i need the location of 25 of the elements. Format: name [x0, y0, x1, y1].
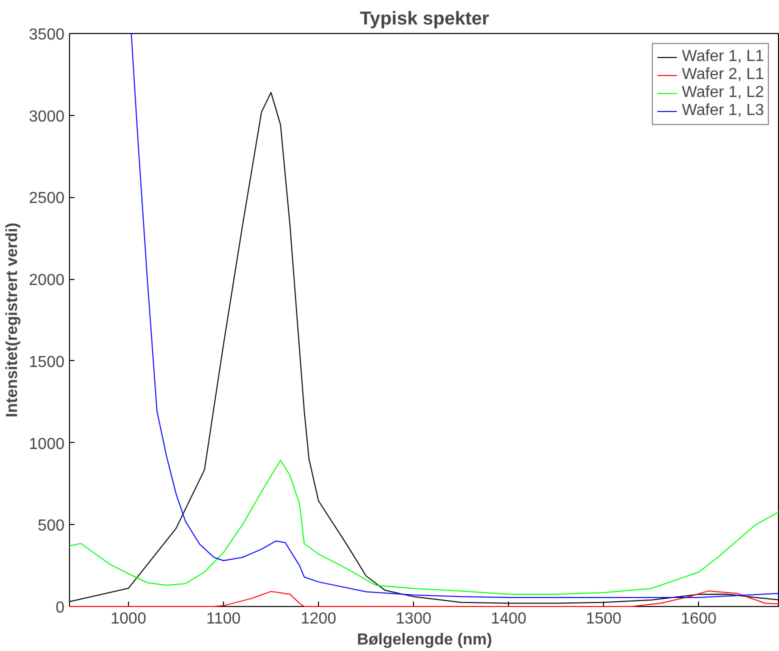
y-tick-label: 500 — [38, 518, 65, 535]
x-axis-title: Bølgelengde (nm) — [356, 632, 492, 648]
line-series — [69, 590, 779, 607]
legend-label: Wafer 1, L1 — [682, 48, 764, 66]
y-tick-label: 2000 — [28, 272, 65, 290]
legend-label: Wafer 1, L3 — [682, 102, 764, 120]
x-tick-label: 1600 — [680, 610, 717, 628]
chart-title: Typisk spekter — [360, 8, 490, 28]
y-axis-title: Intensitet(registrert verdi) — [4, 222, 21, 418]
legend-label: Wafer 1, L2 — [682, 84, 764, 102]
y-tick-label: 3000 — [28, 108, 65, 126]
x-tick-label: 1200 — [300, 610, 336, 628]
y-tick-label: 0 — [56, 600, 65, 616]
y-tick-label: 1500 — [28, 354, 65, 371]
x-tick-label: 1000 — [110, 610, 146, 628]
x-tick-label: 1100 — [206, 610, 241, 628]
legend-label: Wafer 2, L1 — [682, 66, 764, 84]
x-tick-label: 1400 — [490, 610, 527, 628]
x-tick-label: 1500 — [586, 610, 622, 628]
y-tick-label: 3500 — [28, 26, 65, 44]
line-series — [69, 460, 779, 595]
line-series — [130, 33, 779, 598]
y-tick-label: 2500 — [28, 190, 65, 208]
y-tick-label: 1000 — [28, 436, 65, 453]
x-tick-label: 1300 — [396, 610, 432, 628]
